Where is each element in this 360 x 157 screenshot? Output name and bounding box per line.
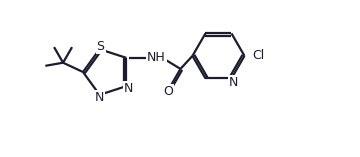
Text: NH: NH (147, 51, 166, 64)
Text: O: O (163, 85, 174, 98)
Text: N: N (124, 82, 133, 95)
Text: N: N (229, 76, 238, 89)
Text: S: S (96, 40, 105, 53)
Text: N: N (95, 91, 104, 104)
Text: Cl: Cl (252, 49, 265, 62)
